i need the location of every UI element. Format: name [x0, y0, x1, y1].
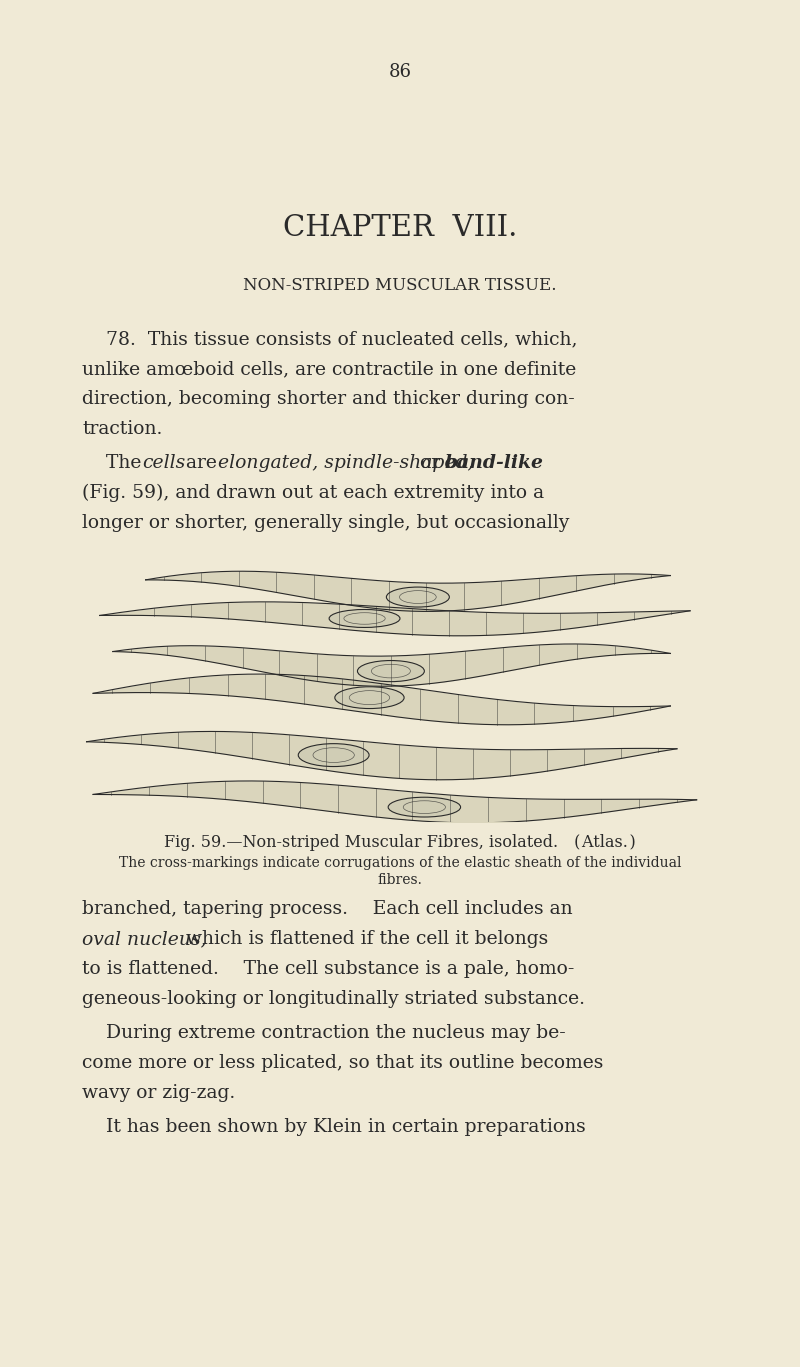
Text: longer or shorter, generally single, but occasionally: longer or shorter, generally single, but… [82, 514, 570, 532]
Text: The: The [82, 454, 147, 472]
Text: 86: 86 [389, 63, 411, 81]
Text: unlike amœboid cells, are contractile in one definite: unlike amœboid cells, are contractile in… [82, 360, 576, 379]
Ellipse shape [329, 610, 400, 627]
Ellipse shape [388, 797, 461, 817]
Text: (Fig. 59), and drawn out at each extremity into a: (Fig. 59), and drawn out at each extremi… [82, 484, 544, 502]
Text: fibres.: fibres. [378, 874, 422, 887]
Text: Fig. 59.—Non-striped Muscular Fibres, isolated. ( Atlas. ): Fig. 59.—Non-striped Muscular Fibres, is… [164, 834, 636, 852]
Text: direction, becoming shorter and thicker during con-: direction, becoming shorter and thicker … [82, 390, 574, 407]
Text: The cross-markings indicate corrugations of the elastic sheath of the individual: The cross-markings indicate corrugations… [118, 856, 682, 869]
Text: elongated, spindle-shaped,: elongated, spindle-shaped, [218, 454, 474, 472]
Text: cells: cells [142, 454, 186, 472]
Ellipse shape [386, 586, 450, 607]
Text: NON-STRIPED MUSCULAR TISSUE.: NON-STRIPED MUSCULAR TISSUE. [243, 276, 557, 294]
Text: It has been shown by Klein in certain preparations: It has been shown by Klein in certain pr… [82, 1118, 586, 1136]
Text: or: or [414, 454, 446, 472]
Text: band-like: band-like [445, 454, 543, 472]
Ellipse shape [358, 660, 424, 682]
Text: 78.  This tissue consists of nucleated cells, which,: 78. This tissue consists of nucleated ce… [82, 329, 578, 349]
Text: geneous-looking or longitudinally striated substance.: geneous-looking or longitudinally striat… [82, 990, 585, 1007]
Text: come more or less plicated, so that its outline becomes: come more or less plicated, so that its … [82, 1054, 603, 1072]
Text: branched, tapering process.  Each cell includes an: branched, tapering process. Each cell in… [82, 899, 573, 919]
Text: which is flattened if the cell it belongs: which is flattened if the cell it belong… [180, 930, 549, 947]
Ellipse shape [298, 744, 369, 767]
Text: During extreme contraction the nucleus may be-: During extreme contraction the nucleus m… [82, 1024, 566, 1042]
Text: CHAPTER  VIII.: CHAPTER VIII. [283, 215, 517, 242]
Ellipse shape [335, 686, 404, 708]
Text: to is flattened.  The cell substance is a pale, homo-: to is flattened. The cell substance is a… [82, 960, 574, 977]
Text: oval nucleus,: oval nucleus, [82, 930, 206, 947]
Text: traction.: traction. [82, 420, 162, 437]
Text: are: are [180, 454, 223, 472]
Text: wavy or zig-zag.: wavy or zig-zag. [82, 1084, 235, 1102]
